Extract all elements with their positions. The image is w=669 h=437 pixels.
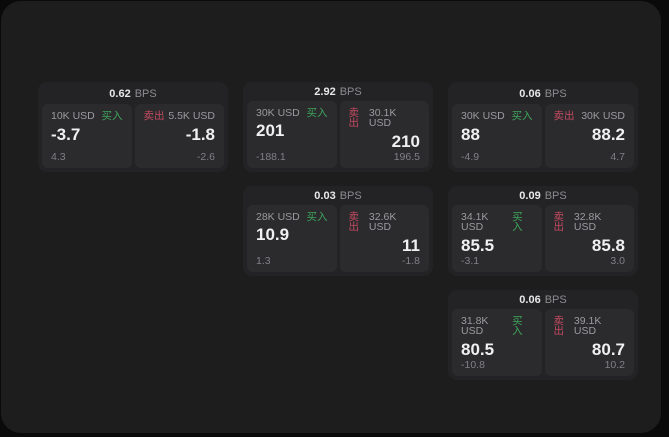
sell-size: 32.6K USD	[368, 210, 397, 234]
buy-quote-tile[interactable]: 34.1K USD 买入 85.5 -3.1	[452, 204, 542, 272]
sell-price: 88.2	[591, 124, 625, 144]
sell-side-label: 卖出	[553, 110, 575, 122]
quote-card: 0.06 BPS 30K USD 买入 88 -4.9 卖出 30K USD	[448, 82, 638, 172]
quote-grid: 0.62 BPS 10K USD 买入 -3.7 4.3 卖出 5.5K USD	[38, 82, 638, 380]
spread-value: 0.62	[109, 88, 131, 100]
bps-label: BPS	[339, 86, 362, 99]
spread-header: 2.92 BPS	[247, 85, 429, 101]
spread-header: 0.09 BPS	[452, 189, 634, 205]
sell-quote-tile[interactable]: 卖出 32.8K USD 85.8 3.0	[544, 204, 634, 272]
bps-label: BPS	[544, 294, 567, 307]
sell-side-label: 卖出	[553, 314, 565, 338]
sell-quote-tile[interactable]: 卖出 5.5K USD -1.8 -2.6	[134, 104, 224, 168]
quote-tiles: 30K USD 买入 88 -4.9 卖出 30K USD 88.2 4.7	[452, 104, 634, 168]
spread-header: 0.03 BPS	[247, 189, 429, 205]
sell-side-label: 卖出	[348, 210, 360, 234]
sell-side-label: 卖出	[553, 210, 565, 234]
sell-sub-value: 196.5	[393, 150, 420, 163]
sell-quote-tile[interactable]: 卖出 30K USD 88.2 4.7	[544, 104, 634, 168]
buy-sub-value: 4.3	[51, 150, 66, 163]
buy-size: 10K USD	[51, 110, 95, 122]
buy-sub-value: -4.9	[461, 150, 480, 163]
sell-quote-tile[interactable]: 卖出 39.1K USD 80.7 10.2	[544, 308, 634, 376]
buy-side-label: 买入	[306, 210, 328, 223]
sell-sub-value: -1.8	[401, 254, 420, 267]
bps-label: BPS	[544, 190, 567, 203]
buy-price: 201	[256, 121, 285, 141]
sell-side-label: 卖出	[143, 110, 165, 122]
buy-quote-tile[interactable]: 31.8K USD 买入 80.5 -10.8	[452, 308, 542, 376]
spread-value: 2.92	[314, 86, 336, 99]
spread-value: 0.06	[519, 88, 541, 100]
quote-card: 0.03 BPS 28K USD 买入 10.9 1.3 卖出 32.6K US…	[243, 186, 433, 276]
sell-size: 32.8K USD	[573, 210, 602, 234]
spread-value: 0.06	[519, 294, 541, 307]
app-window: 0.62 BPS 10K USD 买入 -3.7 4.3 卖出 5.5K USD	[1, 1, 661, 433]
sell-side-label: 卖出	[348, 106, 360, 130]
buy-quote-tile[interactable]: 30K USD 买入 201 -188.1	[247, 100, 337, 168]
quote-card: 0.62 BPS 10K USD 买入 -3.7 4.3 卖出 5.5K USD	[38, 82, 228, 172]
buy-price: -3.7	[51, 124, 81, 144]
sell-size: 5.5K USD	[168, 110, 215, 122]
quote-tiles: 34.1K USD 买入 85.5 -3.1 卖出 32.8K USD 85.8…	[452, 204, 634, 272]
bps-label: BPS	[339, 190, 362, 203]
spread-value: 0.03	[314, 190, 336, 203]
buy-price: 88	[461, 124, 480, 144]
sell-size: 39.1K USD	[573, 314, 602, 338]
sell-quote-tile[interactable]: 卖出 30.1K USD 210 196.5	[339, 100, 429, 168]
sell-size: 30K USD	[581, 110, 625, 122]
quote-card: 2.92 BPS 30K USD 买入 201 -188.1 卖出 30.1K …	[243, 82, 433, 172]
quote-tiles: 31.8K USD 买入 80.5 -10.8 卖出 39.1K USD 80.…	[452, 308, 634, 376]
bps-label: BPS	[544, 88, 567, 100]
spread-header: 0.06 BPS	[452, 85, 634, 104]
buy-quote-tile[interactable]: 10K USD 买入 -3.7 4.3	[42, 104, 132, 168]
quote-tiles: 28K USD 买入 10.9 1.3 卖出 32.6K USD 11 -1.8	[247, 204, 429, 272]
bps-label: BPS	[134, 88, 157, 100]
sell-sub-value: -2.6	[196, 150, 215, 163]
buy-price: 10.9	[256, 225, 290, 245]
buy-side-label: 买入	[512, 314, 523, 338]
quote-card: 0.06 BPS 31.8K USD 买入 80.5 -10.8 卖出 39.1…	[448, 290, 638, 380]
sell-price: 210	[391, 131, 420, 151]
sell-quote-tile[interactable]: 卖出 32.6K USD 11 -1.8	[339, 204, 429, 272]
buy-price: 85.5	[461, 235, 495, 255]
buy-side-label: 买入	[306, 106, 328, 119]
quote-card: 0.09 BPS 34.1K USD 买入 85.5 -3.1 卖出 32.8K…	[448, 186, 638, 276]
quote-tiles: 10K USD 买入 -3.7 4.3 卖出 5.5K USD -1.8 -2.…	[42, 104, 224, 168]
sell-price: 80.7	[591, 339, 625, 359]
buy-sub-value: 1.3	[256, 254, 271, 267]
buy-sub-value: -3.1	[461, 254, 480, 267]
sell-price: 85.8	[591, 235, 625, 255]
buy-size: 28K USD	[256, 210, 300, 223]
sell-price: -1.8	[185, 124, 215, 144]
buy-sub-value: -10.8	[461, 358, 485, 371]
buy-side-label: 买入	[511, 110, 533, 122]
buy-size: 34.1K USD	[461, 210, 489, 234]
spread-value: 0.09	[519, 190, 541, 203]
quote-tiles: 30K USD 买入 201 -188.1 卖出 30.1K USD 210 1…	[247, 100, 429, 168]
sell-price: 11	[402, 235, 420, 255]
sell-sub-value: 3.0	[610, 254, 625, 267]
buy-quote-tile[interactable]: 28K USD 买入 10.9 1.3	[247, 204, 337, 272]
buy-side-label: 买入	[101, 110, 123, 122]
buy-size: 30K USD	[461, 110, 505, 122]
buy-size: 30K USD	[256, 106, 300, 119]
sell-size: 30.1K USD	[368, 106, 397, 130]
buy-quote-tile[interactable]: 30K USD 买入 88 -4.9	[452, 104, 542, 168]
buy-price: 80.5	[461, 339, 495, 359]
sell-sub-value: 10.2	[604, 358, 625, 371]
sell-sub-value: 4.7	[610, 150, 625, 163]
spread-header: 0.62 BPS	[42, 85, 224, 104]
spread-header: 0.06 BPS	[452, 293, 634, 309]
buy-side-label: 买入	[512, 210, 523, 234]
buy-sub-value: -188.1	[256, 150, 286, 163]
buy-size: 31.8K USD	[461, 314, 489, 338]
